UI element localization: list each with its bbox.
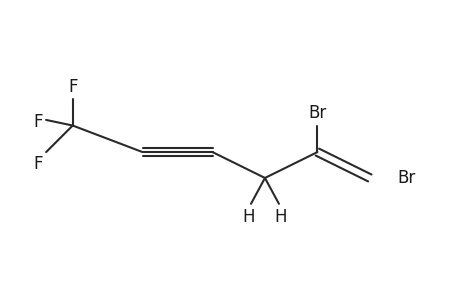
Text: H: H [274,208,287,226]
Text: F: F [34,155,43,173]
Text: H: H [242,208,255,226]
Text: Br: Br [397,169,415,187]
Text: F: F [34,113,43,131]
Text: F: F [68,78,77,96]
Text: Br: Br [308,104,326,122]
